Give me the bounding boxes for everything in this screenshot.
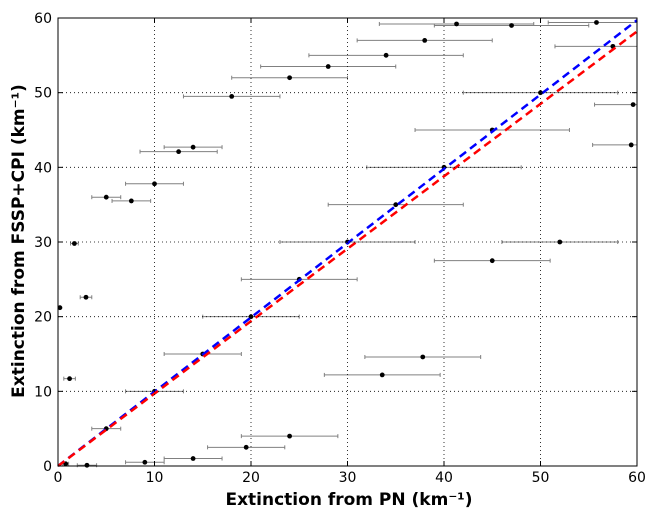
data-point (557, 239, 563, 245)
errorbar-layer (62, 20, 638, 468)
data-point (538, 90, 543, 96)
data-point (454, 21, 459, 27)
data-point (287, 433, 292, 439)
data-point (509, 23, 514, 28)
data-point (630, 102, 636, 108)
data-point (287, 75, 292, 81)
y-tick-label: 50 (34, 86, 52, 102)
data-point (84, 462, 90, 468)
x-tick-label: 10 (146, 470, 164, 486)
y-tick-label: 20 (34, 310, 52, 326)
y-axis-label: Extinction from FSSP+CPI (km⁻¹) (9, 84, 29, 398)
data-point (229, 94, 235, 99)
data-point (128, 198, 134, 204)
point-layer (57, 20, 636, 468)
data-point (379, 372, 385, 378)
x-tick-label: 20 (242, 470, 260, 486)
data-point (190, 144, 196, 150)
data-point (190, 456, 196, 461)
data-point (594, 20, 599, 25)
x-tick-label: 50 (532, 470, 550, 486)
data-point (103, 194, 109, 200)
y-tick-label: 10 (34, 384, 52, 400)
data-point (628, 142, 634, 148)
y-tick-label: 30 (34, 235, 52, 251)
data-point (67, 376, 72, 382)
y-tick-label: 60 (34, 11, 52, 27)
data-point (72, 241, 77, 246)
data-point (393, 202, 399, 208)
x-tick-label: 60 (628, 470, 646, 486)
fit-line-red (57, 30, 638, 467)
data-point (152, 181, 157, 187)
y-tick-label: 40 (34, 160, 52, 176)
data-point (420, 354, 426, 360)
data-point (142, 459, 148, 465)
fit-line-layer (57, 19, 638, 467)
x-tick-label: 0 (54, 470, 63, 486)
grid-layer (58, 18, 637, 466)
y-tick-label: 0 (43, 459, 52, 475)
x-tick-label: 30 (339, 470, 357, 486)
data-point (57, 305, 63, 311)
tick-layer: 0 10 20 30 40 50 60 0 10 20 30 40 50 60 (34, 11, 646, 486)
data-point (325, 64, 331, 69)
x-tick-label: 40 (435, 470, 453, 486)
x-axis-label: Extinction from PN (km⁻¹) (225, 490, 472, 510)
data-point (489, 258, 495, 264)
data-point (383, 52, 389, 58)
fit-line-blue (57, 19, 638, 467)
data-point (176, 149, 182, 155)
data-point (243, 444, 249, 450)
data-point (422, 38, 428, 43)
data-point (83, 294, 89, 300)
